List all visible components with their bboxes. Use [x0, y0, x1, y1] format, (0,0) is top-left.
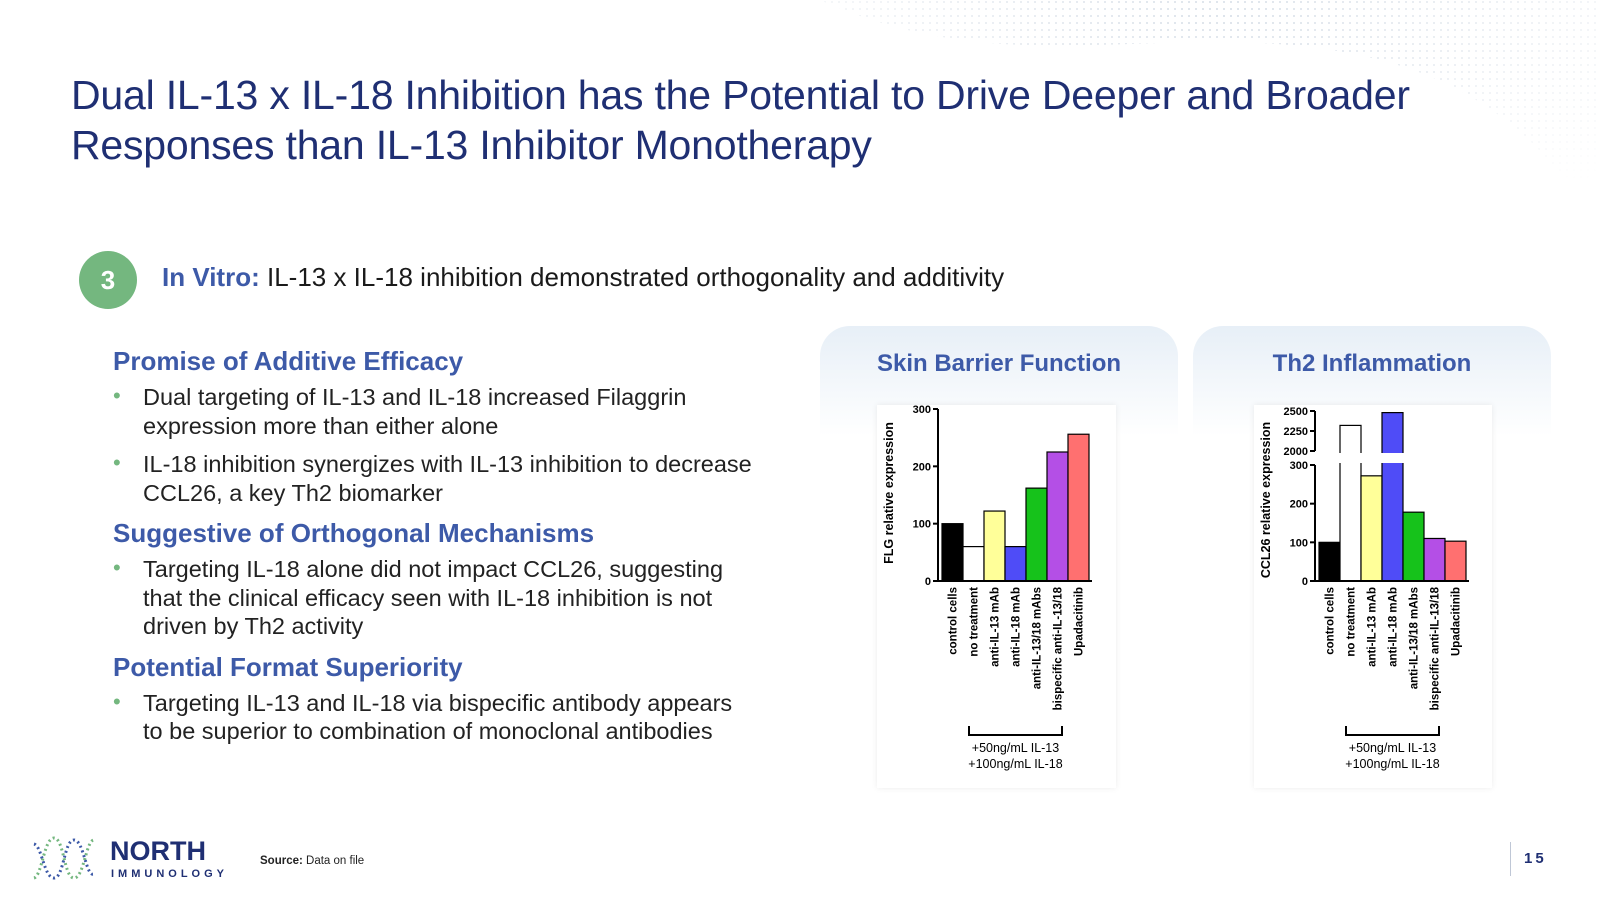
bar: [1004, 546, 1027, 582]
bullet-text: Targeting IL-13 and IL-18 via bispecific…: [143, 689, 733, 745]
treatment-bracket: [968, 726, 1063, 736]
chart-ccl26: CCL26 relative expression 0 100 200 300 2000 2…: [1259, 406, 1471, 771]
page-title: Dual IL-13 x IL-18 Inhibition has the Po…: [71, 72, 1410, 168]
bar: [1423, 537, 1446, 582]
x-tick-label: anti-IL-18 mAb: [1011, 587, 1023, 667]
subheading-lead: In Vitro:: [162, 262, 260, 292]
y-axis-label: FLG relative expression: [882, 422, 896, 564]
y-tick-label: 2000: [1284, 446, 1308, 458]
bar: [1046, 451, 1069, 582]
x-tick-label: anti-IL-13/18 mAbs: [1032, 587, 1044, 689]
x-tick-label: no treatment: [1346, 587, 1358, 657]
section-title-additive: Promise of Additive Efficacy: [113, 346, 464, 376]
panel-title-skin-barrier: Skin Barrier Function: [876, 350, 1122, 377]
section-title-format: Potential Format Superiority: [113, 651, 463, 682]
x-tick-label: bispecific anti-IL-13/18: [1430, 586, 1442, 710]
y-tick-label: 300: [913, 405, 931, 416]
bracket-label-line1: +50ng/mL IL-13: [1349, 741, 1436, 755]
x-tick-label: control cells: [1325, 587, 1337, 655]
findings-column: Promise of Additive Efficacy • Dual targe…: [113, 345, 753, 756]
bullet-dot-icon: •: [113, 688, 121, 714]
treatment-bracket: [1345, 726, 1440, 736]
bullet-dot-icon: •: [113, 383, 121, 408]
y-tick-label: 0: [1302, 576, 1308, 588]
y-axis-label: CCL26 relative expression: [1259, 422, 1273, 578]
x-tick-label: anti-IL-13 mAb: [990, 587, 1002, 667]
x-tick-label: no treatment: [969, 587, 981, 657]
bullet-list-format: • Targeting IL-13 and IL-18 via bispecifi…: [113, 689, 753, 746]
bullet-item: • Targeting IL-18 alone did not impact CC…: [113, 555, 753, 641]
bar: [1360, 475, 1383, 582]
y-tick-label: 100: [913, 519, 931, 531]
bullet-item: • Targeting IL-13 and IL-18 via bispecifi…: [113, 689, 753, 746]
chart-flg-container: FLG relative expression 0 100 200 300 control…: [877, 405, 1116, 788]
bullet-dot-icon: •: [113, 450, 121, 475]
bracket-label-line1: +50ng/mL IL-13: [972, 741, 1059, 755]
y-tick-label: 200: [913, 461, 931, 473]
bracket-label-line2: +100ng/mL IL-18: [1345, 757, 1439, 771]
logo-sub: IMMUNOLOGY: [111, 868, 228, 880]
axis-break-gap: [1316, 453, 1471, 463]
logo-name: NORTH: [110, 836, 206, 866]
x-tick-label: anti-IL-18 mAb: [1388, 587, 1400, 667]
page-divider: [1510, 842, 1511, 876]
x-tick-label: Upadacitinib: [1074, 587, 1086, 656]
x-tick-label: anti-IL-13/18 mAbs: [1409, 587, 1421, 689]
bar: [1025, 487, 1048, 582]
y-tick-label: 0: [925, 576, 931, 588]
bullet-text: Targeting IL-18 alone did not impact CCL…: [143, 556, 724, 639]
section-title-orthogonal: Suggestive of Orthogonal Mechanisms: [113, 518, 595, 548]
bar: [1318, 541, 1341, 582]
bullet-text: Dual targeting of IL-13 and IL-18 increa…: [143, 384, 687, 439]
bullet-list-additive: • Dual targeting of IL-13 and IL-18 incre…: [113, 383, 753, 507]
panel-title-th2: Th2 Inflammation: [1272, 350, 1472, 377]
decorative-dot-pattern: [820, 0, 1600, 240]
x-tick-label: control cells: [948, 587, 960, 655]
section-subheading: In Vitro: IL-13 x IL-18 inhibition demon…: [162, 262, 1004, 293]
page-number: 15: [1524, 850, 1547, 867]
bar: [1381, 411, 1404, 582]
step-badge: 3: [79, 251, 137, 309]
bar: [1444, 540, 1467, 582]
bar: [941, 523, 964, 582]
bar: [962, 546, 985, 582]
source-note: Source: Data on file: [260, 855, 364, 867]
bar: [1067, 433, 1090, 582]
y-tick-label: 2500: [1284, 406, 1308, 418]
y-tick-label: 2250: [1284, 426, 1308, 438]
chart-flg: FLG relative expression 0 100 200 300 control…: [882, 405, 1092, 771]
x-tick-label: Upadacitinib: [1451, 587, 1463, 656]
source-label: Source:: [260, 855, 303, 867]
bullet-dot-icon: •: [113, 555, 121, 580]
bullet-list-orthogonal: • Targeting IL-18 alone did not impact CC…: [113, 555, 753, 641]
subheading-text: IL-13 x IL-18 inhibition demonstrated or…: [259, 262, 1005, 292]
y-tick-label: 100: [1290, 537, 1308, 549]
bullet-text: IL-18 inhibition synergizes with IL-13 i…: [143, 451, 752, 506]
bullet-item: • Dual targeting of IL-13 and IL-18 incre…: [113, 383, 753, 440]
bracket-label-line2: +100ng/mL IL-18: [968, 757, 1062, 771]
bar: [1339, 424, 1362, 582]
x-tick-label: anti-IL-13 mAb: [1367, 587, 1379, 667]
bar: [983, 510, 1006, 582]
y-tick-label: 200: [1290, 499, 1308, 511]
chart-ccl26-container: CCL26 relative expression 0 100 200 300 2000 2…: [1254, 405, 1492, 788]
bullet-item: • IL-18 inhibition synergizes with IL-13 …: [113, 450, 753, 507]
bar: [1402, 511, 1425, 582]
x-tick-label: bispecific anti-IL-13/18: [1053, 586, 1065, 710]
y-tick-label: 300: [1290, 460, 1308, 472]
source-text: Data on file: [302, 855, 365, 867]
north-immunology-logo: NORTH IMMUNOLOGY: [33, 836, 228, 880]
